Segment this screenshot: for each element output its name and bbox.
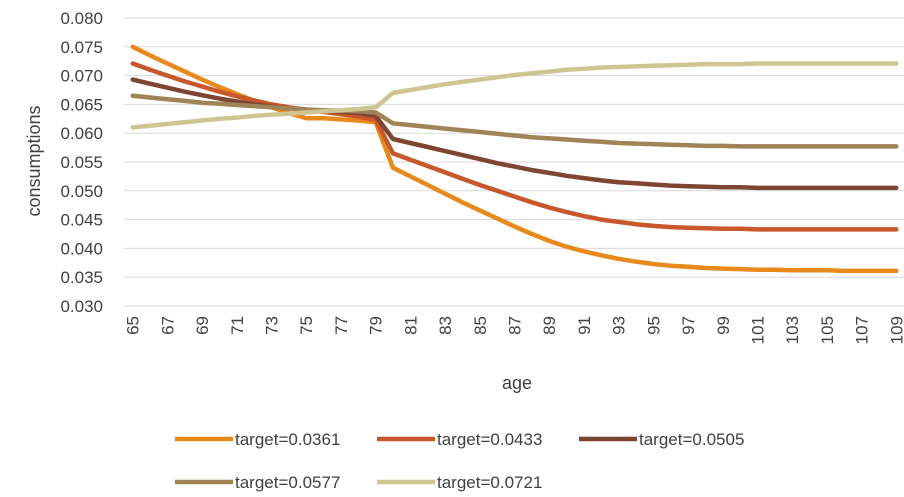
series-line-4: [130, 93, 899, 149]
legend: target=0.0361 target=0.0433 target=0.0505 t…: [175, 430, 744, 492]
legend-label-1: target=0.0361: [235, 430, 340, 449]
x-tick-label: 79: [367, 316, 386, 335]
legend-label-5: target=0.0721: [437, 473, 542, 492]
y-tick-label: 0.045: [60, 211, 103, 230]
y-tick-label: 0.075: [60, 38, 103, 57]
x-tick-label: 65: [124, 316, 143, 335]
y-axis-ticks: 0.030 0.035 0.040 0.045 0.050 0.055 0.060 0.065…: [60, 9, 103, 316]
y-tick-label: 0.040: [60, 239, 103, 258]
y-tick-label: 0.050: [60, 182, 103, 201]
x-tick-label: 109: [887, 316, 904, 344]
y-tick-label: 0.030: [60, 297, 103, 316]
x-tick-label: 91: [575, 316, 594, 335]
series-line-1: [130, 44, 899, 274]
series-line-2: [130, 61, 899, 232]
x-tick-label: 89: [540, 316, 559, 335]
legend-label-4: target=0.0577: [235, 473, 340, 492]
x-tick-label: 107: [853, 316, 872, 344]
y-tick-label: 0.055: [60, 153, 103, 172]
legend-label-3: target=0.0505: [639, 430, 744, 449]
x-tick-label: 75: [297, 316, 316, 335]
y-tick-label: 0.065: [60, 95, 103, 114]
series-lines: [130, 44, 899, 274]
x-tick-label: 67: [158, 316, 177, 335]
x-tick-label: 69: [193, 316, 212, 335]
y-tick-label: 0.035: [60, 268, 103, 287]
x-tick-label: 81: [401, 316, 420, 335]
y-tick-label: 0.060: [60, 124, 103, 143]
x-tick-label: 103: [783, 316, 802, 344]
x-tick-label: 99: [714, 316, 733, 335]
x-axis-ticks: 65 67 69 71 73 75 77 79 81 83 85 87 89 91 93 95 97 99 101 1…: [124, 316, 904, 344]
x-tick-label: 101: [748, 316, 767, 344]
x-tick-label: 83: [436, 316, 455, 335]
x-tick-label: 87: [506, 316, 525, 335]
x-tick-label: 97: [679, 316, 698, 335]
x-tick-label: 73: [263, 316, 282, 335]
x-tick-label: 93: [610, 316, 629, 335]
y-axis-label: consumptions: [24, 105, 44, 216]
y-tick-label: 0.070: [60, 67, 103, 86]
x-tick-label: 95: [644, 316, 663, 335]
legend-label-2: target=0.0433: [437, 430, 542, 449]
x-tick-label: 85: [471, 316, 490, 335]
x-tick-label: 77: [332, 316, 351, 335]
y-tick-label: 0.080: [60, 9, 103, 28]
series-line-5: [130, 61, 899, 130]
x-tick-label: 105: [818, 316, 837, 344]
x-tick-label: 71: [228, 316, 247, 335]
x-axis-label: age: [502, 373, 532, 393]
